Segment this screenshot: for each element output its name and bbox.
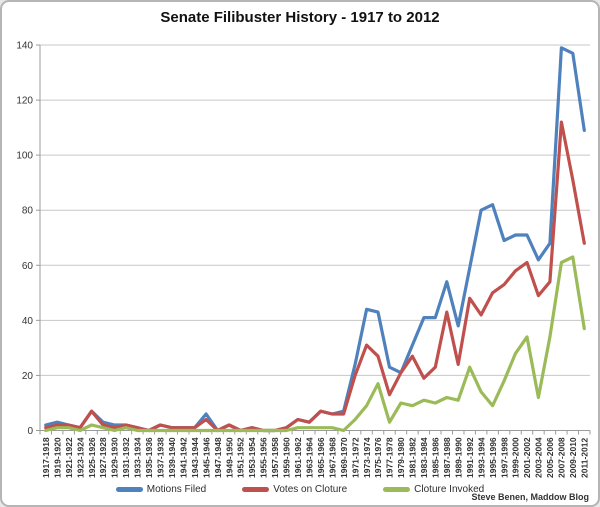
legend-item-votes-on-cloture: Votes on Cloture [242, 484, 347, 495]
legend-swatch-motions-filed [115, 486, 143, 492]
series-line-motions-filed [44, 46, 586, 433]
x-tick-label: 1975-1976 [373, 437, 383, 478]
y-tick-label: 100 [16, 151, 33, 162]
x-tick-label: 1981-1982 [408, 437, 418, 478]
x-tick-label: 1969-1970 [339, 437, 349, 478]
x-tick-label: 2001-2002 [522, 437, 532, 478]
x-tick-label: 1983-1984 [419, 437, 429, 478]
x-tick-label: 1919-1920 [52, 437, 62, 478]
x-tick-label: 2011-2012 [579, 438, 589, 478]
x-tick-label: 1967-1968 [327, 437, 337, 478]
x-tick-label: 1971-1972 [350, 437, 360, 478]
x-tick-label: 1993-1994 [476, 437, 486, 478]
x-tick-label: 1935-1936 [144, 437, 154, 478]
x-tick-label: 1953-1954 [247, 437, 257, 478]
x-tick-label: 1927-1928 [98, 437, 108, 478]
legend-swatch-cloture-invoked [383, 486, 411, 492]
attribution: Steve Benen, Maddow Blog [471, 492, 589, 502]
x-tick-label: 1917-1918 [41, 437, 51, 478]
x-tick-label: 1921-1922 [64, 437, 74, 478]
x-tick-label: 1965-1966 [316, 437, 326, 478]
x-tick-label: 1923-1924 [75, 437, 85, 478]
y-tick-label: 0 [27, 426, 33, 437]
x-tick-label: 1945-1946 [201, 437, 211, 478]
x-tick-label: 1987-1988 [442, 437, 452, 478]
y-tick-label: 140 [16, 41, 33, 52]
y-tick-label: 80 [22, 206, 34, 217]
x-tick-label: 1961-1962 [293, 437, 303, 478]
y-tick-label: 120 [16, 96, 33, 107]
x-tick-label: 1947-1948 [213, 437, 223, 478]
legend-label-votes-on-cloture: Votes on Cloture [273, 483, 348, 495]
x-tick-label: 1933-1934 [133, 437, 143, 478]
x-tick-label: 1925-1926 [87, 437, 97, 478]
x-tick-label: 1973-1974 [362, 437, 372, 478]
legend-item-motions-filed: Motions Filed [115, 483, 207, 495]
x-tick-label: 1959-1960 [282, 437, 292, 478]
y-tick-label: 20 [22, 371, 34, 382]
legend-label-cloture-invoked: Cloture Invoked [414, 483, 485, 495]
x-tick-label: 1997-1998 [499, 437, 509, 478]
series-line-cloture-invoked [44, 255, 586, 433]
x-tick-label: 1939-1940 [167, 437, 177, 478]
chart-title: Senate Filibuster History - 1917 to 2012 [160, 9, 440, 26]
x-tick-label: 1949-1950 [224, 437, 234, 478]
x-tick-label: 1943-1944 [190, 437, 200, 478]
series-line-votes-on-cloture [44, 120, 586, 433]
x-tick-label: 2009-2010 [568, 437, 578, 478]
x-tick-label: 2007-2008 [557, 437, 567, 478]
x-tick-label: 1999-2000 [511, 437, 521, 478]
y-tick-label: 40 [22, 316, 34, 327]
legend-label-motions-filed: Motions Filed [146, 483, 207, 495]
x-tick-label: 1955-1956 [259, 437, 269, 478]
x-tick-label: 1957-1958 [270, 437, 280, 478]
x-tick-label: 1963-1964 [304, 437, 314, 478]
x-tick-label: 1931-1932 [121, 437, 131, 478]
x-tick-label: 1979-1980 [396, 437, 406, 478]
y-tick-label: 60 [22, 261, 34, 272]
x-tick-label: 1951-1952 [236, 437, 246, 478]
legend-swatch-votes-on-cloture [242, 486, 270, 492]
chart-legend: Motions Filed Votes on Cloture Cloture I… [2, 482, 598, 496]
x-tick-label: 1941-1942 [178, 437, 188, 478]
legend-item-cloture-invoked: Cloture Invoked [383, 484, 484, 495]
x-tick-label: 1985-1986 [431, 437, 441, 478]
x-tick-label: 1989-1990 [453, 437, 463, 478]
x-tick-label: 2003-2004 [534, 437, 544, 478]
x-tick-label: 1929-1930 [110, 437, 120, 478]
x-tick-label: 2005-2006 [545, 437, 555, 478]
x-tick-label: 1991-1992 [465, 437, 475, 478]
x-tick-label: 1977-1978 [385, 437, 395, 478]
x-tick-label: 1995-1996 [488, 437, 498, 478]
x-tick-label: 1937-1938 [156, 437, 166, 478]
